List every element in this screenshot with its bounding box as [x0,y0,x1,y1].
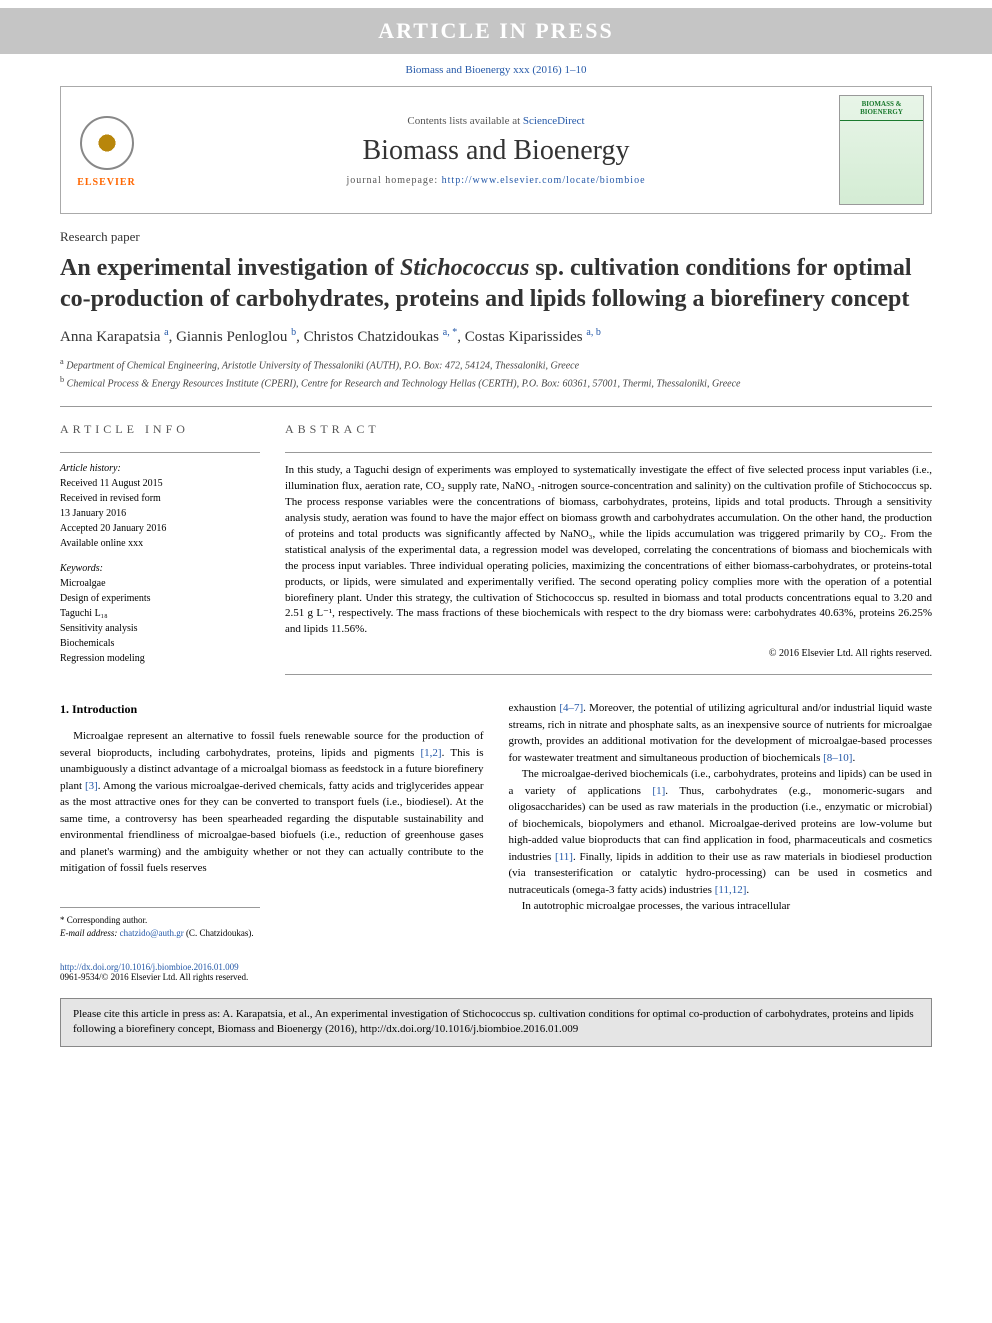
history-item: Received in revised form [60,491,260,506]
abstract-column: ABSTRACT In this study, a Taguchi design… [285,422,932,675]
publisher-name: ELSEVIER [77,177,136,188]
history-item: Available online xxx [60,536,260,551]
keyword-item: Design of experiments [60,591,260,606]
body-paragraph: exhaustion [4–7]. Moreover, the potentia… [509,700,933,766]
ref-link[interactable]: [8–10] [823,752,852,764]
keyword-item: Regression modeling [60,651,260,666]
journal-header: ELSEVIER Contents lists available at Sci… [60,86,932,214]
info-label: ARTICLE INFO [60,422,260,437]
intro-heading: 1. Introduction [60,700,484,718]
elsevier-tree-icon [77,113,137,173]
article-title: An experimental investigation of Stichoc… [60,253,932,315]
journal-cover: BIOMASS & BIOENERGY [831,87,931,213]
email-link[interactable]: chatzido@auth.gr [120,928,184,938]
abstract-text: In this study, a Taguchi design of exper… [285,463,932,638]
journal-homepage: journal homepage: http://www.elsevier.co… [171,175,821,186]
rights-line: 0961-9534/© 2016 Elsevier Ltd. All right… [60,972,932,982]
doi-link[interactable]: http://dx.doi.org/10.1016/j.biombioe.201… [60,962,239,972]
publisher-logo: ELSEVIER [61,95,161,206]
body-paragraph: The microalgae-derived biochemicals (i.e… [509,766,933,898]
article-type: Research paper [60,229,932,245]
affiliation-item: b Chemical Process & Energy Resources In… [60,374,932,391]
ref-link[interactable]: [4–7] [559,702,583,714]
abstract-copyright: © 2016 Elsevier Ltd. All rights reserved… [285,648,932,659]
history-label: Article history: [60,463,260,474]
keywords-label: Keywords: [60,563,260,574]
ref-link[interactable]: [3] [85,780,98,792]
body-paragraph: In autotrophic microalgae processes, the… [509,898,933,915]
ref-link[interactable]: [1,2] [421,747,442,759]
body-text: 1. Introduction Microalgae represent an … [60,700,932,941]
history-item: 13 January 2016 [60,506,260,521]
homepage-link[interactable]: http://www.elsevier.com/locate/biombioe [442,175,646,186]
ref-link[interactable]: [11] [555,851,573,863]
contents-available: Contents lists available at ScienceDirec… [171,115,821,127]
affiliation-item: a Department of Chemical Engineering, Ar… [60,356,932,373]
affiliations: a Department of Chemical Engineering, Ar… [60,356,932,391]
journal-name: Biomass and Bioenergy [171,135,821,167]
history-item: Accepted 20 January 2016 [60,521,260,536]
sciencedirect-link[interactable]: ScienceDirect [523,115,585,127]
corresponding-author: * Corresponding author. E-mail address: … [60,907,260,941]
authors-list: Anna Karapatsia a, Giannis Penloglou b, … [60,327,932,346]
ref-link[interactable]: [1] [652,785,665,797]
keyword-item: Sensitivity analysis [60,621,260,636]
doi-footer: http://dx.doi.org/10.1016/j.biombioe.201… [0,956,992,988]
cover-title: BIOMASS & BIOENERGY [840,96,923,121]
ref-link[interactable]: [11,12] [715,884,747,896]
keyword-item: Microalgae [60,576,260,591]
body-paragraph: Microalgae represent an alternative to f… [60,728,484,877]
citation-line[interactable]: Biomass and Bioenergy xxx (2016) 1–10 [0,54,992,86]
abstract-label: ABSTRACT [285,422,932,437]
cite-box: Please cite this article in press as: A.… [60,998,932,1047]
article-in-press-banner: ARTICLE IN PRESS [0,8,992,54]
article-info-column: ARTICLE INFO Article history: Received 1… [60,422,260,675]
keyword-item: Taguchi L₁₈ [60,606,260,621]
history-item: Received 11 August 2015 [60,476,260,491]
keyword-item: Biochemicals [60,636,260,651]
